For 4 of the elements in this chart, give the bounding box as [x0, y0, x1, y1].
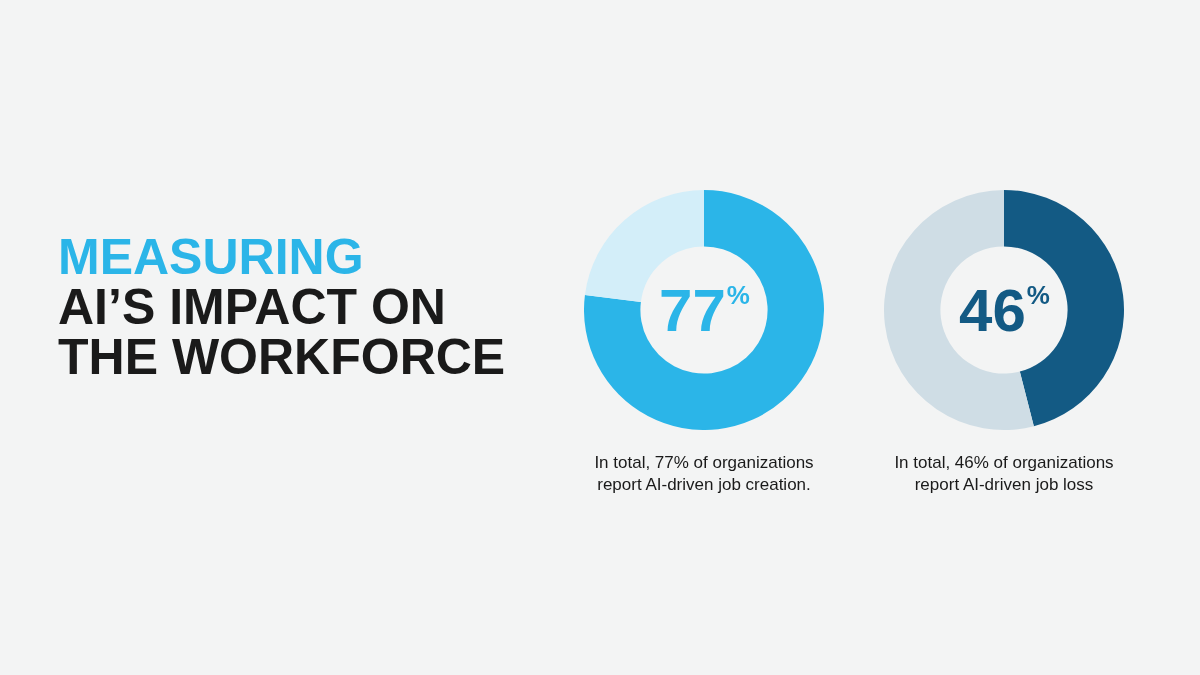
text: In total, 46% of organizations report AI-driven job loss [893, 452, 1115, 496]
text: In total, 77% of organizations report AI-driven job creation. [593, 452, 815, 496]
data-label: 77% [659, 277, 750, 344]
data-label: 46% [959, 277, 1050, 344]
